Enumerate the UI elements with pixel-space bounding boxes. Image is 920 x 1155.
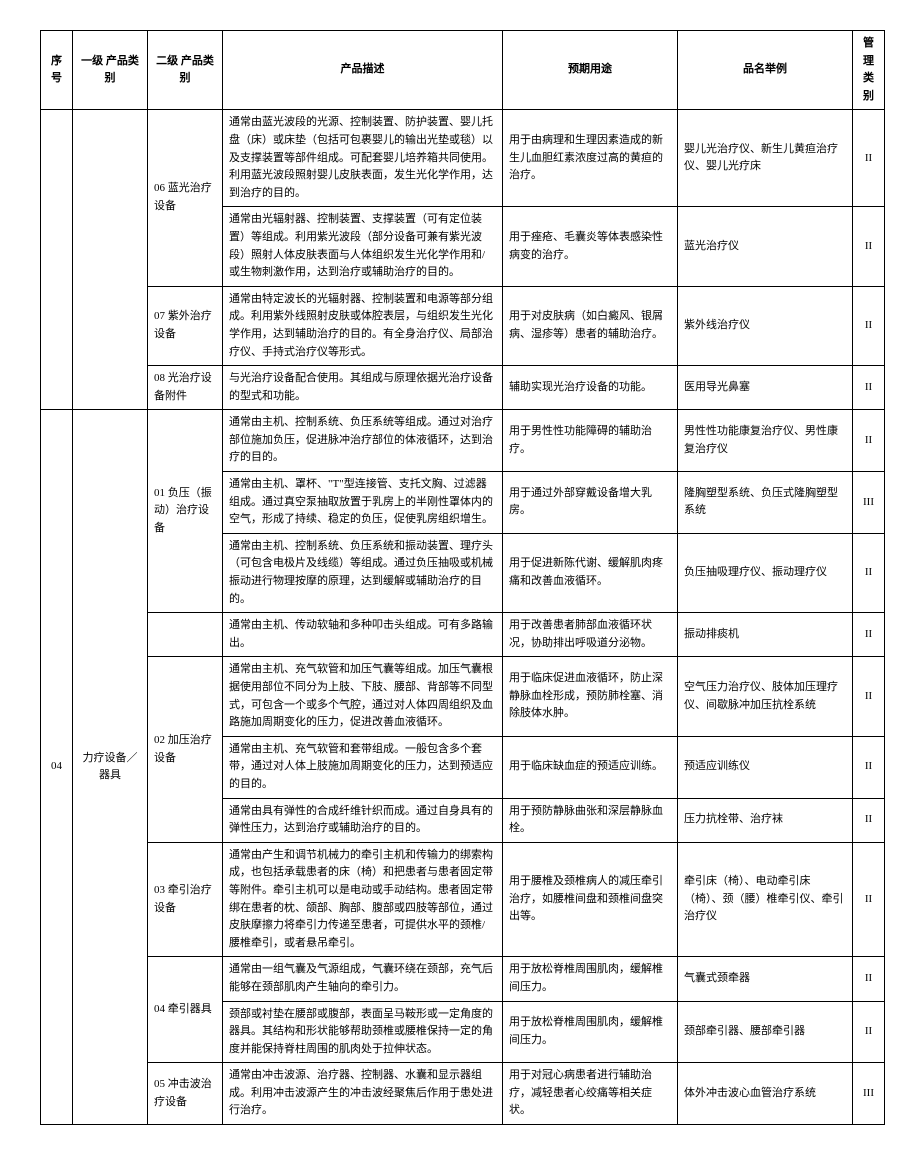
example-cell: 男性性功能康复治疗仪、男性康复治疗仪 [678,410,853,472]
use-cell: 用于腰椎及颈椎病人的减压牵引治疗，如腰椎间盘和颈椎间盘突出等。 [503,842,678,957]
mgmt-cell: III [853,472,885,534]
desc-cell: 通常由具有弹性的合成纤维针织而成。通过自身具有的弹性压力，达到治疗或辅助治疗的目… [223,798,503,842]
mgmt-cell: II [853,798,885,842]
use-cell: 用于临床缺血症的预适应训练。 [503,736,678,798]
desc-cell: 通常由产生和调节机械力的牵引主机和传输力的绑索构成，也包括承载患者的床（椅）和把… [223,842,503,957]
hdr-ex: 品名举例 [678,31,853,110]
mgmt-cell: II [853,366,885,410]
hdr-l1: 一级 产品类别 [73,31,148,110]
example-cell: 隆胸塑型系统、负压式隆胸塑型系统 [678,472,853,534]
example-cell: 蓝光治疗仪 [678,207,853,286]
desc-cell: 通常由特定波长的光辐射器、控制装置和电源等部分组成。利用紫外线照射皮肤或体腔表层… [223,286,503,365]
use-cell: 辅助实现光治疗设备的功能。 [503,366,678,410]
desc-cell: 与光治疗设备配合使用。其组成与原理依据光治疗设备的型式和功能。 [223,366,503,410]
hdr-seq: 序号 [41,31,73,110]
mgmt-cell: II [853,110,885,207]
desc-cell: 通常由主机、传动软轴和多种叩击头组成。可有多路输出。 [223,613,503,657]
l2-cell: 01 负压（振动）治疗设备 [148,410,223,613]
example-cell: 体外冲击波心血管治疗系统 [678,1063,853,1125]
l2-cell: 08 光治疗设备附件 [148,366,223,410]
desc-cell: 通常由主机、罩杯、"T"型连接管、支托文胸、过滤器组成。通过真空泵抽取放置于乳房… [223,472,503,534]
example-cell: 婴儿光治疗仪、新生儿黄疸治疗仪、婴儿光疗床 [678,110,853,207]
use-cell: 用于通过外部穿戴设备增大乳房。 [503,472,678,534]
use-cell: 用于对皮肤病（如白癜风、银屑病、湿疹等）患者的辅助治疗。 [503,286,678,365]
use-cell: 用于对冠心病患者进行辅助治疗，减轻患者心绞痛等相关症状。 [503,1063,678,1125]
hdr-l2: 二级 产品类别 [148,31,223,110]
table-row: 02 加压治疗设备通常由主机、充气软管和加压气囊等组成。加压气囊根据使用部位不同… [41,657,885,736]
table-row: 08 光治疗设备附件与光治疗设备配合使用。其组成与原理依据光治疗设备的型式和功能… [41,366,885,410]
use-cell: 用于改善患者肺部血液循环状况，协助排出呼吸道分泌物。 [503,613,678,657]
example-cell: 紫外线治疗仪 [678,286,853,365]
l2-cell: 03 牵引治疗设备 [148,842,223,957]
l2-cell: 04 牵引器具 [148,957,223,1063]
mgmt-cell: II [853,1001,885,1063]
seq-cell: 04 [41,410,73,1125]
desc-cell: 通常由冲击波源、治疗器、控制器、水囊和显示器组成。利用冲击波源产生的冲击波经聚焦… [223,1063,503,1125]
use-cell: 用于由病理和生理因素造成的新生儿血胆红素浓度过高的黄疸的治疗。 [503,110,678,207]
example-cell: 颈部牵引器、腰部牵引器 [678,1001,853,1063]
desc-cell: 通常由光辐射器、控制装置、支撑装置（可有定位装置）等组成。利用紫光波段（部分设备… [223,207,503,286]
table-row: 06 蓝光治疗设备通常由蓝光波段的光源、控制装置、防护装置、婴儿托盘（床）或床垫… [41,110,885,207]
table-row: 通常由主机、传动软轴和多种叩击头组成。可有多路输出。用于改善患者肺部血液循环状况… [41,613,885,657]
seq-cell [41,110,73,410]
example-cell: 医用导光鼻塞 [678,366,853,410]
use-cell: 用于痤疮、毛囊炎等体表感染性病变的治疗。 [503,207,678,286]
l1-cell: 力疗设备／器具 [73,410,148,1125]
table-row: 07 紫外治疗设备通常由特定波长的光辐射器、控制装置和电源等部分组成。利用紫外线… [41,286,885,365]
use-cell: 用于临床促进血液循环，防止深静脉血栓形成，预防肺栓塞、消除肢体水肿。 [503,657,678,736]
table-row: 03 牵引治疗设备通常由产生和调节机械力的牵引主机和传输力的绑索构成，也包括承载… [41,842,885,957]
mgmt-cell: II [853,657,885,736]
table-row: 04 牵引器具通常由一组气囊及气源组成，气囊环绕在颈部，充气后能够在颈部肌肉产生… [41,957,885,1001]
example-cell: 压力抗栓带、治疗袜 [678,798,853,842]
l1-cell [73,110,148,410]
example-cell: 空气压力治疗仪、肢体加压理疗仪、间歇脉冲加压抗栓系统 [678,657,853,736]
l2-cell: 02 加压治疗设备 [148,657,223,842]
l2-cell: 06 蓝光治疗设备 [148,110,223,286]
desc-cell: 通常由主机、充气软管和套带组成。一般包含多个套带，通过对人体上肢施加周期变化的压… [223,736,503,798]
desc-cell: 通常由一组气囊及气源组成，气囊环绕在颈部，充气后能够在颈部肌肉产生轴向的牵引力。 [223,957,503,1001]
desc-cell: 通常由蓝光波段的光源、控制装置、防护装置、婴儿托盘（床）或床垫（包括可包裹婴儿的… [223,110,503,207]
use-cell: 用于促进新陈代谢、缓解肌肉疼痛和改善血液循环。 [503,533,678,612]
l2-cell: 07 紫外治疗设备 [148,286,223,365]
desc-cell: 通常由主机、充气软管和加压气囊等组成。加压气囊根据使用部位不同分为上肢、下肢、腰… [223,657,503,736]
desc-cell: 通常由主机、控制系统、负压系统等组成。通过对治疗部位施加负压，促进脉冲治疗部位的… [223,410,503,472]
use-cell: 用于放松脊椎周围肌肉，缓解椎间压力。 [503,1001,678,1063]
use-cell: 用于放松脊椎周围肌肉，缓解椎间压力。 [503,957,678,1001]
use-cell: 用于男性性功能障碍的辅助治疗。 [503,410,678,472]
example-cell: 气囊式颈牵器 [678,957,853,1001]
mgmt-cell: II [853,286,885,365]
mgmt-cell: II [853,613,885,657]
hdr-desc: 产品描述 [223,31,503,110]
l2-cell: 05 冲击波治疗设备 [148,1063,223,1125]
mgmt-cell: III [853,1063,885,1125]
mgmt-cell: II [853,207,885,286]
use-cell: 用于预防静脉曲张和深层静脉血栓。 [503,798,678,842]
l2-cell [148,613,223,657]
hdr-use: 预期用途 [503,31,678,110]
mgmt-cell: II [853,736,885,798]
table-row: 05 冲击波治疗设备通常由冲击波源、治疗器、控制器、水囊和显示器组成。利用冲击波… [41,1063,885,1125]
desc-cell: 颈部或衬垫在腰部或腹部，表面呈马鞍形或一定角度的器具。其结构和形状能够帮助颈椎或… [223,1001,503,1063]
example-cell: 牵引床（椅）、电动牵引床（椅）、颈（腰）椎牵引仪、牵引治疗仪 [678,842,853,957]
example-cell: 预适应训练仪 [678,736,853,798]
example-cell: 负压抽吸理疗仪、振动理疗仪 [678,533,853,612]
mgmt-cell: II [853,533,885,612]
desc-cell: 通常由主机、控制系统、负压系统和振动装置、理疗头（可包含电极片及线缆）等组成。通… [223,533,503,612]
header-row: 序号 一级 产品类别 二级 产品类别 产品描述 预期用途 品名举例 管理 类别 [41,31,885,110]
mgmt-cell: II [853,957,885,1001]
hdr-mg: 管理 类别 [853,31,885,110]
mgmt-cell: II [853,842,885,957]
table-row: 04力疗设备／器具01 负压（振动）治疗设备通常由主机、控制系统、负压系统等组成… [41,410,885,472]
example-cell: 振动排痰机 [678,613,853,657]
mgmt-cell: II [853,410,885,472]
